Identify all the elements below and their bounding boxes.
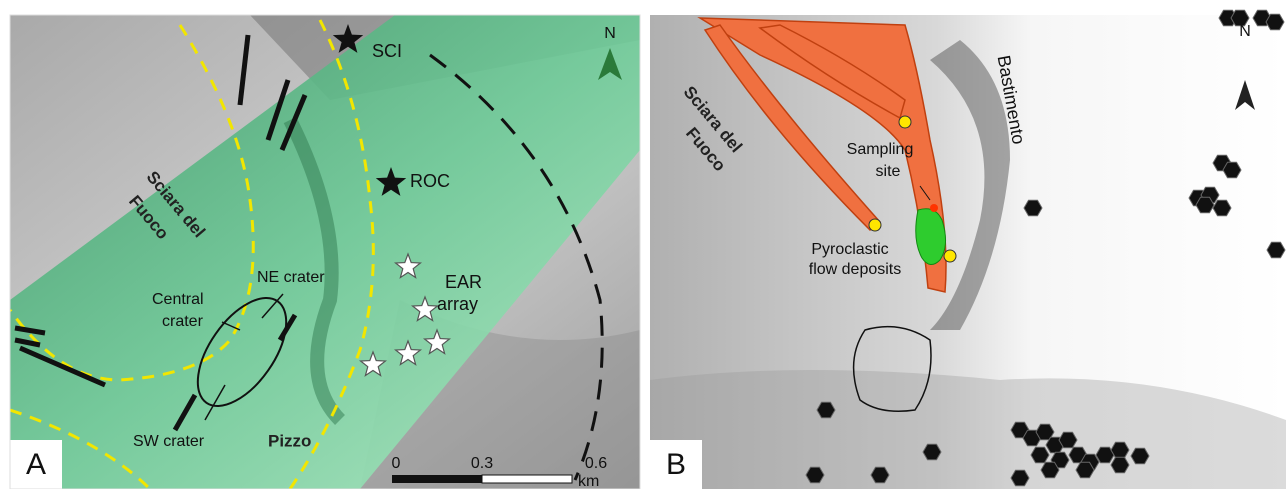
crater-label: SW crater bbox=[133, 433, 205, 450]
event-marker bbox=[1059, 432, 1077, 448]
body: Sciara del Fuoco SCI ROC EAR array NE cr… bbox=[0, 0, 1286, 489]
north-label: N bbox=[1239, 23, 1251, 40]
scale-unit: km bbox=[578, 473, 599, 489]
station-label: ROC bbox=[410, 171, 450, 191]
event-marker bbox=[1223, 162, 1241, 178]
station-label: SCI bbox=[372, 41, 402, 61]
crater-label: crater bbox=[162, 313, 204, 330]
event-marker bbox=[923, 444, 941, 460]
page: Stromboli summit map {"panel_a": {"label… bbox=[0, 0, 1286, 489]
event-marker bbox=[1266, 14, 1284, 30]
crater-label: Central bbox=[152, 291, 204, 308]
event-marker bbox=[1213, 200, 1231, 216]
scale-label: 0.3 bbox=[471, 455, 493, 472]
panel-b: Sciara del Fuoco Bastimento Sampling sit… bbox=[650, 10, 1286, 489]
event-marker bbox=[1131, 448, 1149, 464]
yellow-point bbox=[869, 219, 881, 231]
scale-bar bbox=[482, 475, 572, 483]
event-marker bbox=[1024, 200, 1042, 216]
panel-label: B bbox=[666, 448, 686, 481]
place-label: Pizzo bbox=[268, 431, 311, 450]
sampling-label: Sampling bbox=[847, 141, 914, 158]
event-marker bbox=[1111, 457, 1129, 473]
event-marker bbox=[1031, 447, 1049, 463]
panel-label: A bbox=[26, 448, 46, 481]
array-label: EAR bbox=[445, 272, 482, 292]
event-marker bbox=[1111, 442, 1129, 458]
scale-label: 0 bbox=[392, 455, 401, 472]
scale-label: 0.6 bbox=[585, 455, 607, 472]
crater-label: NE crater bbox=[257, 269, 325, 286]
scale-bar bbox=[392, 475, 482, 483]
event-marker bbox=[817, 402, 835, 418]
event-marker bbox=[1041, 462, 1059, 478]
event-marker bbox=[806, 467, 824, 483]
event-marker bbox=[1011, 470, 1029, 486]
event-marker bbox=[871, 467, 889, 483]
panel-a: Sciara del Fuoco SCI ROC EAR array NE cr… bbox=[10, 15, 640, 489]
event-marker bbox=[1076, 462, 1094, 478]
sampling-label: site bbox=[876, 163, 901, 180]
yellow-point bbox=[899, 116, 911, 128]
event-marker bbox=[1267, 242, 1285, 258]
event-marker bbox=[1196, 197, 1214, 213]
figure: Sciara del Fuoco SCI ROC EAR array NE cr… bbox=[0, 0, 1286, 489]
deposit-label: flow deposits bbox=[809, 261, 902, 278]
sampling-site bbox=[930, 204, 938, 212]
array-label: array bbox=[437, 294, 478, 314]
deposit-label: Pyroclastic bbox=[811, 241, 888, 258]
north-label: N bbox=[604, 25, 616, 42]
yellow-point bbox=[944, 250, 956, 262]
